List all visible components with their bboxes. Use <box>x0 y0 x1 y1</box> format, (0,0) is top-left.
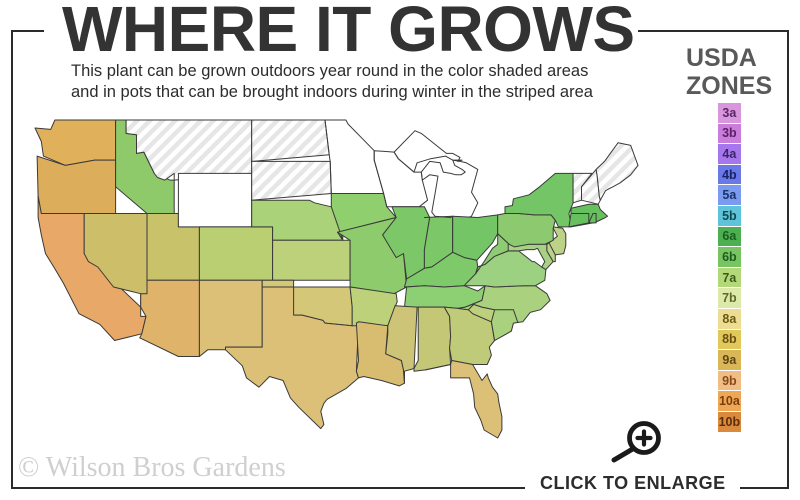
WY <box>178 173 251 227</box>
SD <box>252 161 332 200</box>
OR <box>37 156 116 213</box>
PA <box>498 214 556 247</box>
WA <box>35 120 116 165</box>
AZ <box>140 280 200 356</box>
KS <box>273 240 351 280</box>
MN <box>325 120 384 194</box>
CO <box>199 227 272 280</box>
NM <box>199 280 262 356</box>
AL <box>414 307 451 371</box>
ME <box>596 143 638 201</box>
CT <box>569 214 589 227</box>
FL <box>426 361 502 439</box>
ND <box>252 120 330 161</box>
